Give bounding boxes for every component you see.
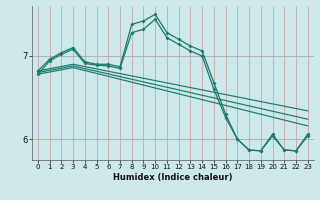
X-axis label: Humidex (Indice chaleur): Humidex (Indice chaleur)	[113, 173, 233, 182]
